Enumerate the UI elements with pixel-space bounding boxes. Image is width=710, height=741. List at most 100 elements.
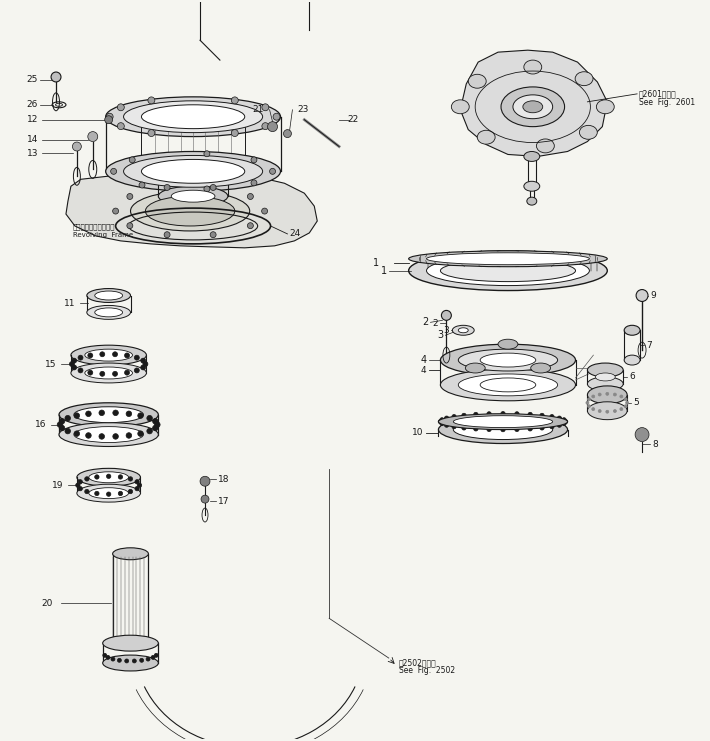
Ellipse shape xyxy=(453,419,552,439)
Circle shape xyxy=(117,123,124,130)
Circle shape xyxy=(94,475,99,479)
Circle shape xyxy=(210,185,216,190)
Circle shape xyxy=(99,433,104,439)
Circle shape xyxy=(624,398,627,401)
Text: 24: 24 xyxy=(290,230,301,239)
Text: 7: 7 xyxy=(646,341,652,350)
Circle shape xyxy=(78,355,83,360)
Text: 8: 8 xyxy=(652,440,657,449)
Ellipse shape xyxy=(624,355,640,365)
Text: 1: 1 xyxy=(381,266,387,276)
Circle shape xyxy=(231,97,239,104)
Text: 25: 25 xyxy=(27,76,38,84)
Ellipse shape xyxy=(465,363,485,373)
Ellipse shape xyxy=(427,256,589,285)
Circle shape xyxy=(148,97,155,104)
Ellipse shape xyxy=(524,151,540,162)
Circle shape xyxy=(129,489,133,494)
Ellipse shape xyxy=(501,87,564,127)
Text: 2: 2 xyxy=(433,319,439,328)
Ellipse shape xyxy=(587,377,623,391)
Circle shape xyxy=(515,412,519,416)
Ellipse shape xyxy=(458,374,557,396)
Circle shape xyxy=(204,150,210,156)
Circle shape xyxy=(139,182,145,188)
Circle shape xyxy=(99,410,104,416)
Text: 1: 1 xyxy=(373,258,379,268)
Circle shape xyxy=(111,168,116,174)
Ellipse shape xyxy=(587,386,627,404)
Circle shape xyxy=(117,658,121,662)
Circle shape xyxy=(134,355,139,360)
Text: 12: 12 xyxy=(27,115,38,124)
Ellipse shape xyxy=(84,367,133,379)
Text: 9: 9 xyxy=(650,291,656,300)
Ellipse shape xyxy=(87,288,131,302)
Circle shape xyxy=(599,393,601,396)
Circle shape xyxy=(620,408,623,411)
Text: 17: 17 xyxy=(218,496,229,505)
Circle shape xyxy=(528,412,532,416)
Ellipse shape xyxy=(498,339,518,349)
Circle shape xyxy=(268,122,278,132)
Circle shape xyxy=(591,408,595,411)
Text: 22: 22 xyxy=(347,115,359,124)
Ellipse shape xyxy=(440,369,576,401)
Circle shape xyxy=(153,419,158,424)
Circle shape xyxy=(94,491,99,496)
Circle shape xyxy=(501,411,506,416)
Text: レボルビングフレーム: レボルビングフレーム xyxy=(73,224,116,230)
Circle shape xyxy=(452,425,457,429)
Circle shape xyxy=(146,657,150,661)
Text: 26: 26 xyxy=(27,100,38,109)
Circle shape xyxy=(88,370,93,375)
Ellipse shape xyxy=(587,363,623,377)
Text: 5: 5 xyxy=(633,398,639,408)
Circle shape xyxy=(135,486,139,491)
Circle shape xyxy=(72,358,77,363)
Circle shape xyxy=(113,352,118,356)
Text: 14: 14 xyxy=(27,135,38,144)
Circle shape xyxy=(119,491,123,496)
Ellipse shape xyxy=(530,363,550,373)
Text: 18: 18 xyxy=(218,475,229,484)
Circle shape xyxy=(515,428,519,431)
Ellipse shape xyxy=(458,328,468,333)
Circle shape xyxy=(452,414,457,419)
Circle shape xyxy=(78,486,82,491)
Circle shape xyxy=(599,410,601,413)
Circle shape xyxy=(635,428,649,442)
Text: 6: 6 xyxy=(629,373,635,382)
Circle shape xyxy=(262,104,269,110)
Circle shape xyxy=(550,425,554,429)
Text: 21: 21 xyxy=(253,105,264,114)
Ellipse shape xyxy=(480,353,536,367)
Ellipse shape xyxy=(513,95,552,119)
Ellipse shape xyxy=(440,344,576,376)
Ellipse shape xyxy=(124,101,263,133)
Ellipse shape xyxy=(113,548,148,559)
Ellipse shape xyxy=(453,416,552,428)
Circle shape xyxy=(124,370,129,375)
Circle shape xyxy=(562,421,566,425)
Circle shape xyxy=(557,416,562,420)
Ellipse shape xyxy=(87,305,131,319)
Text: 3: 3 xyxy=(444,326,449,335)
Circle shape xyxy=(487,412,491,416)
Text: 23: 23 xyxy=(297,105,309,114)
Ellipse shape xyxy=(51,72,61,82)
Circle shape xyxy=(462,425,466,430)
Circle shape xyxy=(134,368,139,373)
Circle shape xyxy=(438,419,442,424)
Text: 15: 15 xyxy=(45,359,56,368)
Circle shape xyxy=(587,398,591,401)
Text: Revolving  Frame: Revolving Frame xyxy=(73,232,133,238)
Circle shape xyxy=(125,659,129,663)
Circle shape xyxy=(138,431,143,436)
Circle shape xyxy=(247,223,253,229)
Circle shape xyxy=(270,168,275,174)
Circle shape xyxy=(147,428,153,434)
Circle shape xyxy=(283,130,291,138)
Circle shape xyxy=(540,425,544,430)
Circle shape xyxy=(78,368,83,373)
